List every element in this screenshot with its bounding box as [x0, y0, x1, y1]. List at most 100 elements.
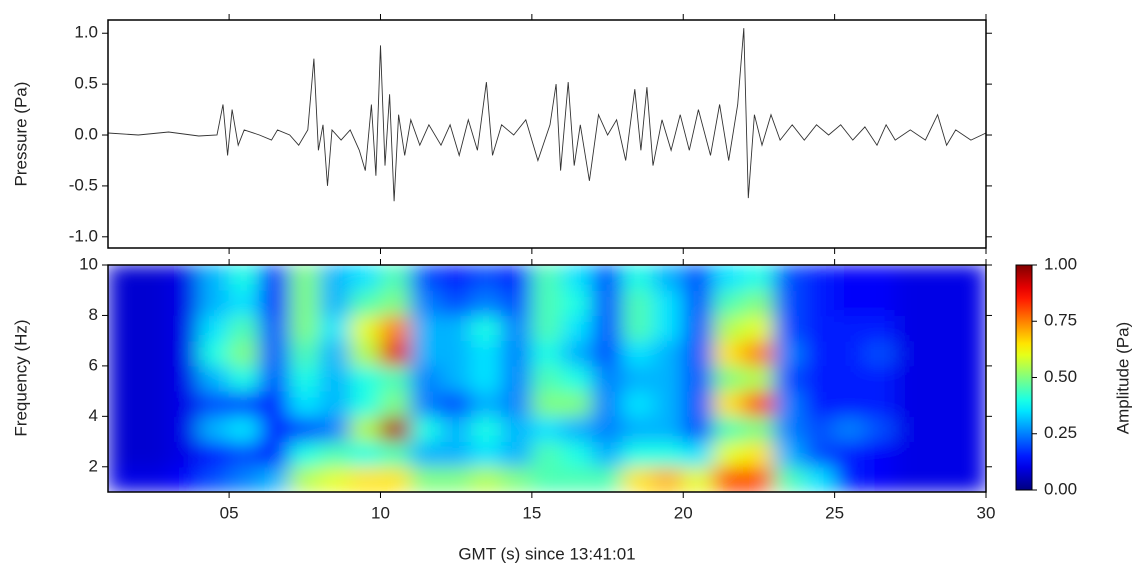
- heat-cell: [561, 415, 593, 443]
- heat-cell: [258, 441, 291, 468]
- heat-cell: [258, 289, 291, 316]
- heat-cell: [198, 390, 230, 417]
- plot-frame: [107, 264, 987, 493]
- x-tick-label: 30: [977, 503, 996, 522]
- heat-cell: [137, 466, 170, 492]
- heat-cell: [894, 365, 926, 392]
- heat-cell: [137, 314, 170, 342]
- heat-cell: [773, 340, 805, 367]
- heat-cell: [834, 365, 866, 392]
- heat-cell: [108, 340, 139, 367]
- heat-cell: [803, 415, 836, 443]
- heat-cell: [531, 340, 563, 367]
- heat-cell: [773, 415, 805, 443]
- heat-cell: [561, 265, 593, 291]
- heat-cell: [864, 314, 896, 342]
- heat-cell: [773, 441, 805, 468]
- heat-cell: [108, 314, 139, 342]
- y-tick-label: 8: [89, 305, 98, 324]
- heat-cell: [531, 289, 563, 316]
- heat-cell: [228, 340, 260, 367]
- heat-cell: [137, 340, 170, 367]
- heat-cell: [743, 289, 775, 316]
- heat-cell: [894, 466, 926, 492]
- heat-cell: [561, 314, 593, 342]
- heat-cell: [864, 466, 896, 492]
- heat-cell: [682, 365, 715, 392]
- heat-cell: [168, 289, 200, 316]
- heat-cell: [834, 441, 866, 468]
- heat-cell: [319, 340, 351, 367]
- heat-cell: [108, 441, 139, 468]
- heat-cell: [955, 365, 986, 392]
- y-tick-label: -0.5: [69, 175, 98, 194]
- heat-cell: [198, 441, 230, 468]
- heat-cell: [379, 265, 412, 291]
- heat-cell: [773, 466, 805, 492]
- colorbar-tick-label: 0.50: [1044, 367, 1077, 386]
- heat-cell: [440, 314, 472, 342]
- heat-cell: [591, 415, 624, 443]
- heat-cell: [924, 265, 957, 291]
- heat-cell: [168, 466, 200, 492]
- heat-cell: [228, 289, 260, 316]
- y-tick-label: 0.5: [74, 74, 98, 93]
- heat-cell: [652, 441, 684, 468]
- heat-cell: [561, 340, 593, 367]
- heat-cell: [410, 415, 442, 443]
- heat-cell: [440, 415, 472, 443]
- heat-cell: [743, 314, 775, 342]
- heat-cell: [470, 390, 503, 417]
- heat-cell: [834, 289, 866, 316]
- heat-cell: [168, 441, 200, 468]
- heat-cell: [713, 415, 745, 443]
- heat-cell: [773, 390, 805, 417]
- heat-cell: [622, 466, 654, 492]
- heat-cell: [924, 340, 957, 367]
- heat-cell: [591, 390, 624, 417]
- heat-cell: [319, 314, 351, 342]
- heat-cell: [440, 365, 472, 392]
- x-tick-label: 05: [220, 503, 239, 522]
- heat-cell: [864, 415, 896, 443]
- heat-cell: [319, 365, 351, 392]
- heat-cell: [834, 390, 866, 417]
- heat-cell: [743, 415, 775, 443]
- heat-cell: [652, 365, 684, 392]
- heat-cell: [319, 415, 351, 443]
- colorbar-tick-label: 0.25: [1044, 423, 1077, 442]
- heat-cell: [379, 415, 412, 443]
- heat-cell: [743, 390, 775, 417]
- y-axis-label: Pressure (Pa): [11, 82, 30, 187]
- heat-cell: [228, 466, 260, 492]
- heat-cell: [470, 289, 503, 316]
- heat-cell: [410, 441, 442, 468]
- heat-cell: [894, 289, 926, 316]
- heat-cell: [319, 289, 351, 316]
- heat-cell: [803, 289, 836, 316]
- heat-cell: [410, 466, 442, 492]
- heat-cell: [591, 289, 624, 316]
- heat-cell: [440, 390, 472, 417]
- heat-cell: [622, 289, 654, 316]
- heat-cell: [440, 340, 472, 367]
- heat-cell: [591, 314, 624, 342]
- heat-cell: [924, 390, 957, 417]
- heat-cell: [470, 415, 503, 443]
- heat-cell: [622, 265, 654, 291]
- heat-cell: [198, 289, 230, 316]
- heat-cell: [531, 390, 563, 417]
- heat-cell: [168, 314, 200, 342]
- heat-cell: [168, 265, 200, 291]
- heat-cell: [531, 466, 563, 492]
- heat-cell: [501, 289, 533, 316]
- heat-cell: [379, 390, 412, 417]
- heat-cell: [924, 441, 957, 468]
- heat-cell: [228, 415, 260, 443]
- heat-cell: [622, 415, 654, 443]
- heat-cell: [864, 441, 896, 468]
- heat-cell: [713, 314, 745, 342]
- heat-cell: [501, 466, 533, 492]
- heat-cell: [682, 441, 715, 468]
